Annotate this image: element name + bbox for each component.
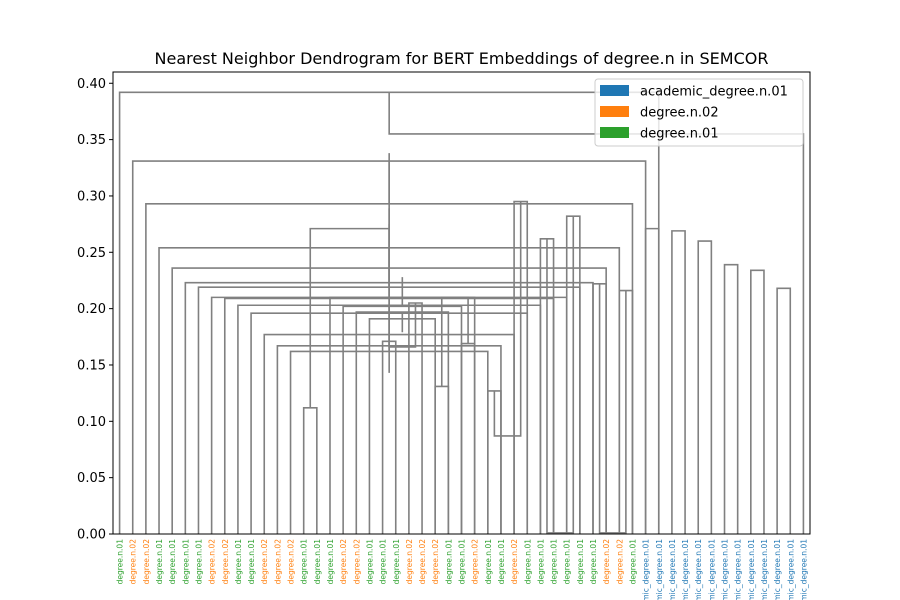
legend-swatch-academic-degree xyxy=(600,85,629,96)
leaf-label: academic_degree.n.01 xyxy=(668,539,677,600)
leaf-labels: degree.n.01 degree.n.02 degree.n.02 degree.… xyxy=(116,539,809,600)
legend-label-degree-n01: degree.n.01 xyxy=(640,127,719,142)
leaf-label: academic_degree.n.01 xyxy=(721,539,730,600)
leaf-label: academic_degree.n.01 xyxy=(734,539,743,600)
dendrogram-link xyxy=(329,296,476,534)
dendrogram-link xyxy=(671,230,686,534)
leaf-label: degree.n.01 xyxy=(313,539,322,585)
leaf-label: degree.n.02 xyxy=(471,539,480,585)
leaf-label: academic_degree.n.01 xyxy=(642,539,651,600)
leaf-label: degree.n.01 xyxy=(576,539,585,585)
dendrogram-link xyxy=(434,385,450,534)
leaf-label: degree.n.01 xyxy=(365,539,374,585)
leaf-label: degree.n.01 xyxy=(484,539,493,585)
leaf-label: degree.n.01 xyxy=(563,539,572,585)
dendrogram-link xyxy=(697,240,713,534)
leaf-label: academic_degree.n.01 xyxy=(681,539,690,600)
y-tick-label: 0.40 xyxy=(77,77,106,92)
dendrogram-link xyxy=(460,342,476,534)
legend-label-degree-n02: degree.n.02 xyxy=(640,106,719,121)
leaf-label: degree.n.01 xyxy=(628,539,637,585)
leaf-label: degree.n.01 xyxy=(247,539,256,585)
legend-frame xyxy=(594,78,804,147)
leaf-label: degree.n.02 xyxy=(221,539,230,585)
leaf-label: degree.n.02 xyxy=(405,539,414,585)
leaf-label: degree.n.02 xyxy=(352,539,361,585)
leaf-label: academic_degree.n.01 xyxy=(799,539,808,600)
leaf-label: degree.n.02 xyxy=(510,539,519,585)
leaf-label: academic_degree.n.01 xyxy=(707,539,716,600)
legend: academic_degree.n.01 degree.n.02 degree.… xyxy=(594,78,804,147)
leaf-label: degree.n.02 xyxy=(208,539,217,585)
leaf-label: degree.n.01 xyxy=(536,539,545,585)
leaf-label: degree.n.02 xyxy=(129,539,138,585)
y-tick-label: 0.05 xyxy=(77,471,106,486)
leaf-label: degree.n.02 xyxy=(260,539,269,585)
y-tick-label: 0.10 xyxy=(77,415,106,430)
leaf-label: degree.n.02 xyxy=(142,539,151,585)
chart-title: Nearest Neighbor Dendrogram for BERT Emb… xyxy=(155,49,769,68)
leaf-label: degree.n.02 xyxy=(287,539,296,585)
dendrogram-link xyxy=(493,201,522,437)
y-tick-label: 0.20 xyxy=(77,302,106,317)
leaf-label: degree.n.02 xyxy=(431,539,440,585)
leaf-label: degree.n.01 xyxy=(194,539,203,585)
dendrogram-link xyxy=(302,407,318,534)
leaf-label: degree.n.02 xyxy=(615,539,624,585)
leaf-label: academic_degree.n.01 xyxy=(747,539,756,600)
leaf-label: academic_degree.n.01 xyxy=(773,539,782,600)
leaf-label: degree.n.01 xyxy=(458,539,467,585)
leaf-label: degree.n.01 xyxy=(589,539,598,585)
leaf-label: degree.n.02 xyxy=(602,539,611,585)
dendrogram-link xyxy=(309,227,390,408)
leaf-label: degree.n.01 xyxy=(168,539,177,585)
leaf-label: academic_degree.n.01 xyxy=(760,539,769,600)
leaf-label: degree.n.01 xyxy=(497,539,506,585)
dendrogram-link xyxy=(289,350,489,534)
legend-swatch-degree-n02 xyxy=(600,106,629,117)
y-tick-label: 0.15 xyxy=(77,358,106,373)
y-tick-label: 0.00 xyxy=(77,528,106,543)
leaf-label: degree.n.02 xyxy=(273,539,282,585)
y-tick-label: 0.25 xyxy=(77,246,106,261)
leaf-label: degree.n.01 xyxy=(392,539,401,585)
leaf-label: degree.n.02 xyxy=(418,539,427,585)
leaf-label: academic_degree.n.01 xyxy=(786,539,795,600)
legend-label-academic-degree: academic_degree.n.01 xyxy=(640,85,788,100)
dendrogram-links xyxy=(118,91,805,534)
leaf-label: degree.n.01 xyxy=(379,539,388,585)
y-tick-label: 0.35 xyxy=(77,133,106,148)
leaf-label: degree.n.01 xyxy=(234,539,243,585)
plot-frame xyxy=(112,71,811,535)
leaf-label: degree.n.01 xyxy=(523,539,532,585)
dendrogram-link xyxy=(750,269,765,534)
dendrogram-link xyxy=(440,296,469,387)
y-axis: 0.00 0.05 0.10 0.15 0.20 0.25 0.30 0.35 0.40 xyxy=(77,77,113,543)
leaf-label: degree.n.01 xyxy=(116,539,125,585)
leaf-label: academic_degree.n.01 xyxy=(655,539,664,600)
leaf-label: degree.n.02 xyxy=(339,539,348,585)
leaf-label: academic_degree.n.01 xyxy=(694,539,703,600)
leaf-label: degree.n.01 xyxy=(155,539,164,585)
leaf-label: degree.n.01 xyxy=(181,539,190,585)
dendrogram-link xyxy=(342,305,463,534)
y-tick-label: 0.30 xyxy=(77,189,106,204)
dendrogram-link xyxy=(388,303,417,348)
dendrogram-link xyxy=(598,283,627,534)
legend-swatch-degree-n01 xyxy=(600,127,629,138)
leaf-label: degree.n.01 xyxy=(326,539,335,585)
leaf-label: degree.n.01 xyxy=(444,539,453,585)
dendrogram-link xyxy=(546,216,575,534)
dendrogram-link xyxy=(723,263,739,534)
dendrogram-link xyxy=(644,227,660,534)
dendrogram-link xyxy=(776,287,792,534)
leaf-label: degree.n.01 xyxy=(550,539,559,585)
leaf-label: degree.n.01 xyxy=(300,539,309,585)
